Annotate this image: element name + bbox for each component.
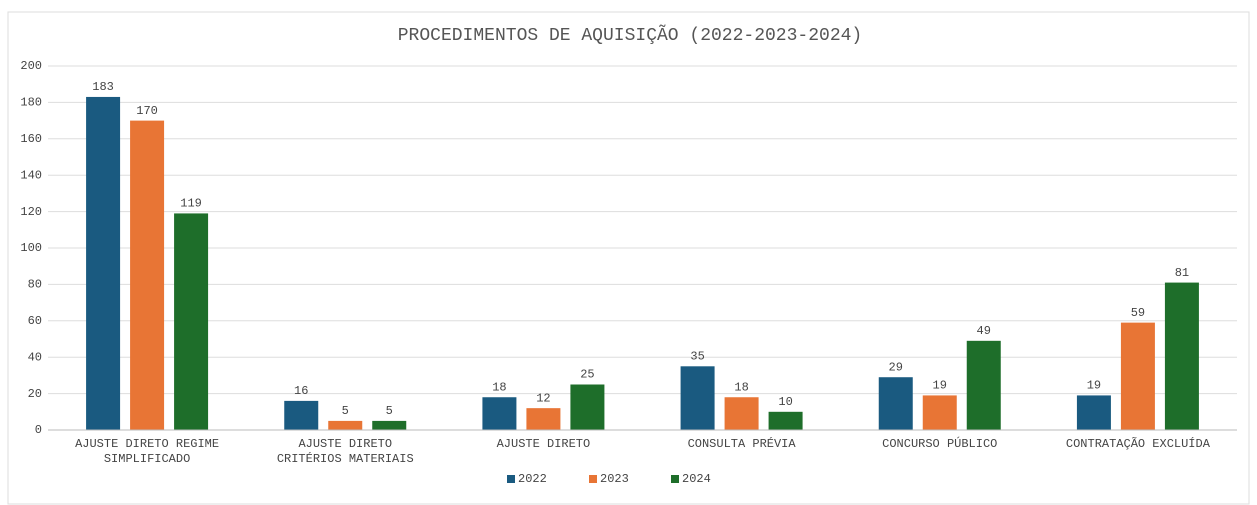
data-label: 12 [536, 391, 550, 405]
y-tick-label: 180 [20, 96, 42, 110]
y-tick-label: 40 [28, 350, 42, 364]
legend-label: 2022 [518, 472, 547, 486]
legend-swatch [671, 475, 679, 483]
bar [284, 400, 319, 430]
data-label: 18 [734, 380, 748, 394]
bar [570, 384, 605, 430]
x-tick-label: CONCURSO PÚBLICO [882, 436, 997, 451]
bar [1076, 395, 1111, 430]
y-tick-label: 120 [20, 205, 42, 219]
legend-label: 2024 [682, 472, 711, 486]
bar [680, 366, 715, 430]
bar [482, 397, 517, 430]
data-label: 19 [933, 379, 947, 393]
y-tick-label: 100 [20, 241, 42, 255]
bar [1120, 322, 1155, 430]
y-tick-label: 200 [20, 59, 42, 73]
x-tick-label: CONTRATAÇÃO EXCLUÍDA [1066, 436, 1211, 451]
chart-frame [7, 11, 1250, 505]
data-label: 29 [889, 360, 903, 374]
data-label: 81 [1175, 266, 1189, 280]
bar [372, 420, 407, 430]
bar [724, 397, 759, 430]
bar [922, 395, 957, 430]
y-tick-label: 80 [28, 278, 42, 292]
data-label: 18 [492, 380, 506, 394]
data-label: 119 [180, 197, 202, 211]
bar [878, 377, 913, 430]
y-tick-label: 60 [28, 314, 42, 328]
legend-swatch [507, 475, 515, 483]
y-tick-label: 160 [20, 132, 42, 146]
data-label: 25 [580, 368, 594, 382]
bar [526, 408, 561, 430]
data-label: 59 [1131, 306, 1145, 320]
data-label: 5 [386, 404, 393, 418]
data-label: 10 [778, 395, 792, 409]
y-tick-label: 140 [20, 168, 42, 182]
data-label: 49 [977, 324, 991, 338]
bar [174, 213, 209, 430]
legend-swatch [589, 475, 597, 483]
data-label: 170 [136, 104, 158, 118]
data-label: 16 [294, 384, 308, 398]
data-label: 5 [342, 404, 349, 418]
legend-label: 2023 [600, 472, 629, 486]
chart-title: PROCEDIMENTOS DE AQUISIÇÃO (2022-2023-20… [398, 25, 862, 46]
bar [86, 96, 121, 430]
x-tick-label: AJUSTE DIRETO REGIME SIMPLIFICADO [75, 437, 219, 466]
bar [768, 411, 803, 430]
bar [328, 420, 363, 430]
data-label: 183 [92, 80, 114, 94]
y-tick-label: 0 [35, 423, 42, 437]
y-tick-label: 20 [28, 387, 42, 401]
bar [130, 120, 165, 430]
x-tick-label: AJUSTE DIRETO CRITÉRIOS MATERIAIS [277, 437, 414, 466]
bar [1164, 282, 1199, 430]
bar [966, 340, 1001, 430]
x-tick-label: CONSULTA PRÉVIA [688, 436, 797, 451]
data-label: 35 [690, 349, 704, 363]
x-tick-label: AJUSTE DIRETO [497, 437, 591, 451]
data-label: 19 [1087, 379, 1101, 393]
